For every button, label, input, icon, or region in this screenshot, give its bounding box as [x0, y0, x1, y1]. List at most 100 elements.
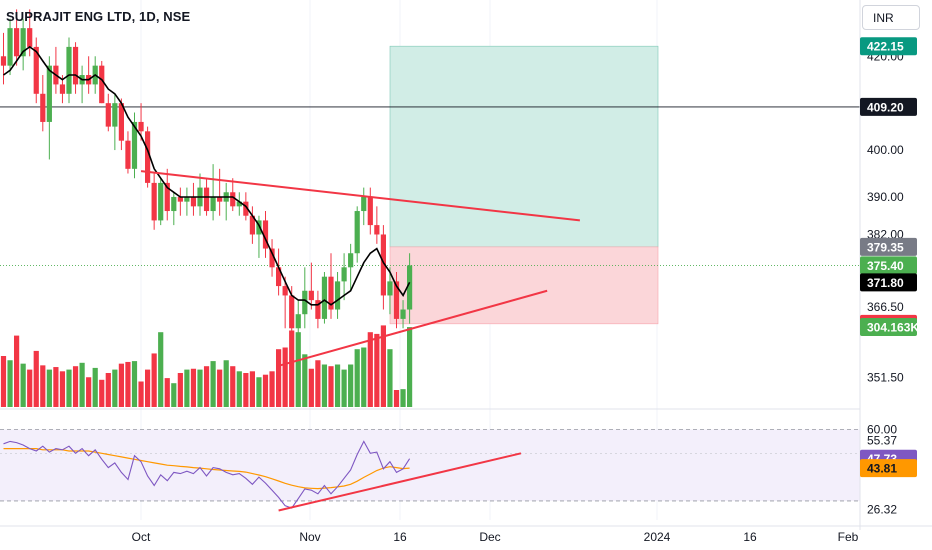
time-tick-label: Dec: [479, 530, 500, 544]
volume-bar: [138, 381, 144, 407]
volume-bar: [400, 389, 406, 407]
volume-bar: [308, 368, 314, 407]
candle-body: [230, 192, 236, 207]
volume-bar: [20, 363, 26, 407]
volume-bar: [27, 369, 33, 407]
currency-selector[interactable]: INR: [862, 5, 920, 30]
candle-body: [361, 196, 367, 212]
symbol-title[interactable]: SUPRAJIT ENG LTD, 1D, NSE: [6, 9, 191, 24]
volume-bar: [354, 349, 360, 407]
candle-body: [164, 182, 170, 212]
candle-body: [302, 290, 308, 315]
volume-bar: [184, 369, 190, 407]
candle-body: [308, 290, 314, 301]
candle-body: [295, 314, 301, 329]
candle-body: [138, 121, 144, 132]
volume-bar: [53, 367, 59, 407]
candle-body: [151, 182, 157, 221]
volume-bar: [66, 369, 72, 407]
candle-body: [289, 295, 295, 329]
volume-bar: [361, 347, 367, 407]
candle-body: [112, 103, 118, 127]
volume-bar: [171, 383, 177, 407]
candle-body: [7, 28, 13, 66]
candle-body: [131, 121, 138, 169]
volume-bar: [282, 347, 288, 407]
volume-label-bg: [860, 318, 917, 336]
rsi-trendline: [278, 452, 522, 512]
volume-bar: [387, 349, 393, 407]
volume-bar: [164, 378, 170, 407]
rsi-tick-label: 60.00: [867, 423, 897, 437]
candle-body: [217, 196, 223, 202]
candle-body: [171, 196, 177, 212]
price-label-entry: 379.35: [867, 240, 904, 254]
candle-body: [374, 225, 380, 235]
trendline: [278, 289, 548, 367]
candle-body: [262, 220, 269, 249]
volume-bar: [236, 371, 242, 407]
volume-bar: [321, 364, 328, 407]
rsi-tick-label: 55.37: [867, 434, 897, 448]
volume-bar: [131, 361, 138, 407]
volume-bar: [230, 366, 236, 407]
volume-bar: [243, 373, 249, 407]
price-tick-label: 390.00: [867, 190, 904, 204]
volume-bar: [145, 369, 151, 407]
candle-body: [0, 56, 7, 66]
candle-body: [328, 276, 334, 310]
volume-bar: [177, 373, 183, 407]
rsi-ma-line: [3, 448, 410, 490]
price-label-target: 422.15: [867, 40, 904, 54]
volume-bar: [374, 333, 380, 407]
volume-bar: [334, 364, 341, 407]
candle-body: [387, 281, 393, 296]
candle-body: [59, 84, 66, 94]
volume-bar: [151, 353, 157, 407]
candle-body: [27, 28, 33, 47]
candle-body: [125, 140, 131, 169]
volume-bar: [112, 369, 118, 407]
time-tick-label: Nov: [299, 530, 320, 544]
candle-body: [33, 46, 39, 94]
candle-body: [315, 300, 321, 319]
time-tick-label: 16: [743, 530, 757, 544]
candle-body: [321, 276, 328, 319]
candle-body: [99, 65, 105, 104]
volume-bar: [348, 364, 354, 407]
volume-bar: [302, 354, 308, 407]
volume-bar: [380, 325, 386, 407]
volume-bar: [289, 330, 295, 407]
price-label-target-bg: [860, 37, 917, 56]
price-tick-label: 400.00: [867, 143, 904, 157]
candle-body: [256, 220, 262, 235]
candle-body: [105, 103, 111, 127]
price-label-hline: 409.20: [867, 100, 904, 114]
time-tick-label: Feb: [838, 530, 859, 544]
price-label-entry-bg: [860, 237, 917, 256]
volume-bar: [190, 368, 197, 407]
candle-body: [243, 201, 249, 216]
candle-body: [407, 265, 413, 310]
price-label-hline-bg: [860, 97, 917, 116]
price-label-last: 375.40: [867, 259, 904, 273]
candle-body: [14, 28, 20, 57]
volume-label: 304.163K: [867, 321, 919, 335]
rsi-label-rsi_ma: 43.81: [867, 462, 897, 476]
volume-bar: [40, 365, 46, 407]
volume-bar: [269, 371, 275, 407]
target-zone: [389, 45, 659, 248]
candle-body: [46, 65, 52, 122]
moving-average-line: [3, 45, 411, 306]
volume-bar: [217, 369, 223, 407]
candle-body: [341, 267, 347, 282]
candle-body: [348, 253, 354, 268]
candle-body: [282, 286, 288, 296]
candle-body: [66, 46, 72, 94]
candle-body: [354, 211, 360, 254]
volume-bar: [328, 366, 334, 407]
candle-body: [158, 182, 164, 221]
volume-bar: [223, 360, 229, 407]
volume-bar: [7, 360, 13, 407]
